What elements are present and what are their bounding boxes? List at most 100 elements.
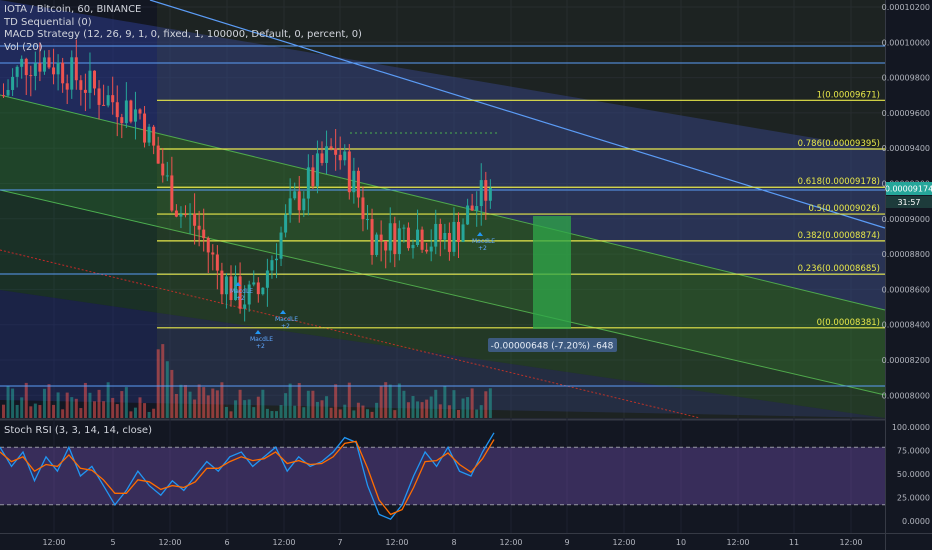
candle-body: [11, 76, 15, 90]
volume-bar: [88, 392, 92, 418]
volume-bar: [320, 400, 324, 418]
candle-body: [24, 58, 28, 76]
volume-bar: [15, 404, 19, 418]
candle-body: [124, 100, 128, 124]
volume-bar: [20, 397, 24, 418]
rsi-tick: 75.0000: [897, 447, 930, 456]
time-tick: 12:00: [385, 538, 408, 547]
volume-bar: [438, 404, 442, 418]
candle-body: [147, 126, 151, 143]
time-tick: 12:00: [42, 538, 65, 547]
price-tick: 0.00010000: [882, 38, 930, 47]
candle-body: [411, 244, 415, 249]
volume-bar: [6, 385, 10, 418]
volume-bar: [161, 344, 165, 418]
stoch-rsi-legend[interactable]: Stoch RSI (3, 3, 14, 14, close): [4, 425, 152, 436]
candle-body: [102, 104, 106, 106]
volume-bar: [370, 411, 374, 418]
fib-level-label: 0(0.00008381): [817, 318, 880, 328]
volume-bar: [270, 411, 274, 418]
volume-bar: [338, 409, 342, 418]
volume-legend[interactable]: Vol (20): [4, 41, 43, 53]
macd-strategy-legend[interactable]: MACD Strategy (12, 26, 9, 1, 0, fixed, 1…: [4, 29, 362, 40]
candle-body: [220, 270, 224, 295]
channel-lower-band: [0, 190, 885, 418]
volume-bar: [265, 408, 269, 418]
time-tick: 7: [337, 538, 342, 547]
candle-body: [361, 197, 365, 220]
volume-bar: [224, 406, 228, 418]
candle-body: [93, 70, 96, 89]
time-tick: 12:00: [158, 538, 181, 547]
measure-label-box: [488, 338, 617, 352]
volume-bars: [2, 344, 492, 418]
fib-level-label: 0.236(0.00008685): [798, 264, 880, 274]
candle-body: [52, 67, 56, 75]
time-tick: 5: [110, 538, 115, 547]
candle-body: [33, 63, 37, 77]
volume-bar: [174, 393, 178, 418]
fib-level-label: 0.382(0.00008874): [798, 231, 880, 241]
volume-bar: [56, 392, 60, 418]
td-sequential-legend[interactable]: TD Sequential (0): [4, 16, 92, 28]
volume-bar: [147, 411, 151, 418]
candle-body: [256, 282, 260, 295]
buy-signal-qty: +2: [256, 343, 265, 350]
channel-mid-band: [0, 95, 885, 395]
volume-bar: [193, 399, 197, 418]
candle-body: [406, 227, 410, 249]
candle-body: [325, 146, 329, 163]
volume-bar: [366, 409, 369, 418]
candle-body: [179, 214, 183, 217]
candle-body: [434, 223, 438, 247]
volume-bar: [352, 410, 356, 418]
volume-bar: [111, 397, 115, 418]
measure-box[interactable]: [533, 216, 571, 329]
volume-bar: [79, 408, 83, 418]
volume-bar: [397, 383, 401, 418]
volume-bar: [11, 388, 15, 418]
volume-bar: [297, 383, 301, 418]
price-axis-bg[interactable]: [885, 0, 932, 550]
candle-body: [193, 213, 197, 226]
fib-level-label: 0.618(0.00009178): [798, 177, 880, 187]
candle-body: [15, 66, 19, 77]
volume-bar: [52, 404, 56, 418]
candle-body: [288, 198, 292, 215]
volume-bar: [70, 397, 74, 418]
candle-body: [74, 57, 78, 81]
volume-bar: [288, 383, 292, 418]
volume-bar: [93, 401, 96, 418]
fib-level-label: 0.786(0.00009395): [798, 139, 880, 149]
candle-body: [2, 95, 5, 97]
channel-line: [0, 189, 886, 396]
volume-bar: [243, 400, 247, 418]
time-tick: 12:00: [272, 538, 295, 547]
candle-body: [375, 234, 379, 255]
time-tick: 9: [564, 538, 569, 547]
volume-bar: [165, 361, 169, 418]
rsi-axis: 100.0000 75.0000 50.0000 25.0000 0.0000: [892, 423, 930, 526]
candle-body: [297, 191, 301, 211]
volume-bar: [188, 391, 192, 418]
time-tick: 12:00: [726, 538, 749, 547]
buy-signal-qty: +2: [281, 323, 290, 330]
rsi-tick: 25.0000: [897, 494, 930, 503]
candle-body: [215, 254, 219, 271]
candle-body: [83, 89, 87, 93]
volume-bar: [406, 402, 410, 418]
volume-bar: [33, 403, 37, 418]
candle-body: [356, 170, 360, 198]
measure-label: -0.00000648 (-7.20%) -648: [491, 342, 614, 352]
price-tick: 0.00008600: [882, 285, 930, 294]
symbol-title[interactable]: IOTA / Bitcoin, 60, BINANCE: [4, 4, 142, 15]
candle-body: [42, 57, 46, 72]
volume-bar: [311, 390, 315, 418]
volume-bar: [411, 396, 415, 418]
candle-body: [115, 102, 119, 118]
countdown-value: 31:57: [897, 198, 920, 207]
candle-body: [20, 58, 24, 67]
volume-bar: [356, 402, 360, 418]
price-tick: 0.00009400: [882, 144, 930, 153]
